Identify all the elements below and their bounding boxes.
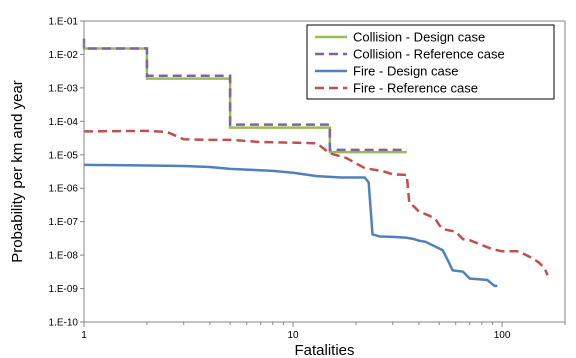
legend: Collision - Design case Collision - Refer… [306, 24, 555, 100]
legend-label-1: Collision - Design case [353, 30, 485, 45]
y-tick-label: 1.E-09 [49, 284, 79, 295]
y-tick-label: 1.E-10 [49, 318, 79, 329]
x-tick-label: 100 [494, 330, 511, 341]
x-tick-label: 1 [81, 330, 87, 341]
x-axis-ticks: 1 10 100 [81, 322, 566, 341]
y-tick-label: 1.E-06 [49, 184, 79, 195]
legend-label-4: Fire - Reference case [353, 81, 478, 96]
series-line-2 [82, 38, 407, 152]
y-tick-label: 1.E-04 [49, 117, 79, 128]
y-tick-label: 1.E-08 [49, 251, 79, 262]
plot-area-frame [83, 20, 566, 323]
y-axis-title: Probability per km and year [9, 80, 26, 263]
y-tick-label: 1.E-05 [49, 150, 79, 161]
series-line-3 [83, 163, 498, 288]
legend-box [306, 24, 555, 100]
y-axis-ticks: 1.E-10 1.E-09 1.E-08 1.E-07 1.E-06 1.E-05 1.E-… [49, 17, 84, 329]
y-tick-label: 1.E-07 [49, 217, 79, 228]
series-line-4 [83, 129, 549, 276]
y-tick-label: 1.E-02 [49, 50, 79, 61]
series-layer [82, 38, 549, 288]
legend-label-2: Collision - Reference case [353, 47, 505, 62]
legend-label-3: Fire - Design case [353, 64, 458, 79]
y-tick-label: 1.E-01 [49, 17, 79, 28]
y-tick-label: 1.E-03 [49, 83, 79, 94]
x-axis-title: Fatalities [294, 342, 354, 358]
x-tick-label: 10 [287, 330, 299, 341]
